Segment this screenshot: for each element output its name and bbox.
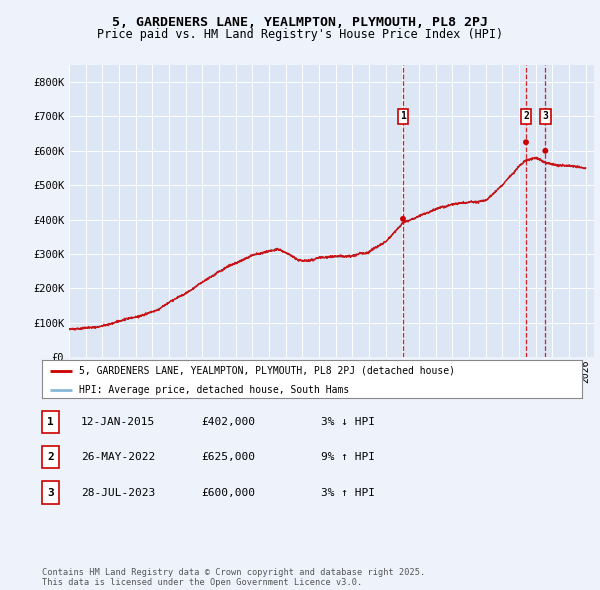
Text: 5, GARDENERS LANE, YEALMPTON, PLYMOUTH, PL8 2PJ: 5, GARDENERS LANE, YEALMPTON, PLYMOUTH, … — [112, 16, 488, 29]
Text: 26-MAY-2022: 26-MAY-2022 — [81, 453, 155, 462]
Text: £600,000: £600,000 — [201, 488, 255, 497]
Text: 3% ↑ HPI: 3% ↑ HPI — [321, 488, 375, 497]
Point — [521, 137, 531, 147]
Text: Contains HM Land Registry data © Crown copyright and database right 2025.
This d: Contains HM Land Registry data © Crown c… — [42, 568, 425, 587]
Text: 2: 2 — [47, 453, 54, 462]
Text: 9% ↑ HPI: 9% ↑ HPI — [321, 453, 375, 462]
Text: Price paid vs. HM Land Registry's House Price Index (HPI): Price paid vs. HM Land Registry's House … — [97, 28, 503, 41]
Text: 3: 3 — [542, 112, 548, 122]
Text: £402,000: £402,000 — [201, 417, 255, 427]
Text: 1: 1 — [400, 112, 406, 122]
Text: HPI: Average price, detached house, South Hams: HPI: Average price, detached house, Sout… — [79, 385, 349, 395]
Text: 12-JAN-2015: 12-JAN-2015 — [81, 417, 155, 427]
Text: 28-JUL-2023: 28-JUL-2023 — [81, 488, 155, 497]
Text: £625,000: £625,000 — [201, 453, 255, 462]
Text: 3: 3 — [47, 488, 54, 497]
Text: 2: 2 — [523, 112, 529, 122]
Point — [541, 146, 550, 156]
Text: 5, GARDENERS LANE, YEALMPTON, PLYMOUTH, PL8 2PJ (detached house): 5, GARDENERS LANE, YEALMPTON, PLYMOUTH, … — [79, 366, 455, 376]
Point — [398, 214, 408, 224]
Text: 1: 1 — [47, 417, 54, 427]
Text: 3% ↓ HPI: 3% ↓ HPI — [321, 417, 375, 427]
